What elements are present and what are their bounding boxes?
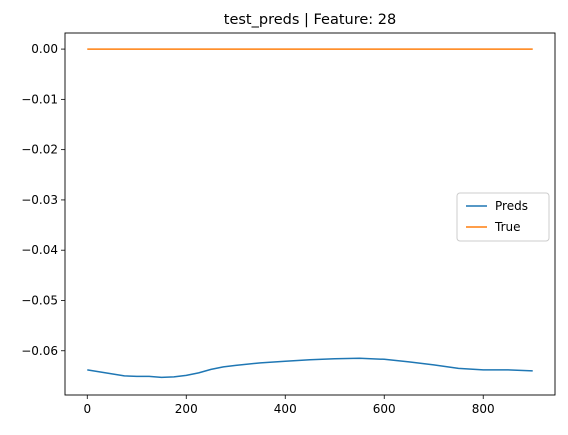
x-tick-label: 400	[274, 402, 297, 416]
y-axis-ticks: 0.00 −0.01 −0.02 −0.03 −0.04 −0.05 −0.06	[21, 42, 65, 358]
x-tick-label: 200	[175, 402, 198, 416]
y-tick-label: −0.06	[21, 344, 58, 358]
y-tick-label: −0.05	[21, 293, 58, 307]
plot-area: 0 200 400 600 800 0.00 −0.01 −0.02 −0.03 −0.04 −0…	[21, 32, 556, 416]
x-tick-label: 600	[373, 402, 396, 416]
legend-label-preds: Preds	[495, 199, 528, 213]
y-tick-label: 0.00	[31, 42, 58, 56]
legend-box	[456, 192, 550, 242]
legend: Preds True	[456, 192, 550, 242]
x-tick-label: 0	[83, 402, 91, 416]
y-tick-label: −0.01	[21, 92, 58, 106]
y-tick-label: −0.02	[21, 143, 58, 157]
legend-label-true: True	[494, 220, 521, 234]
series-line-preds	[87, 357, 533, 379]
x-axis-ticks: 0 200 400 600 800	[83, 395, 495, 416]
x-tick-label: 800	[472, 402, 495, 416]
y-tick-label: −0.04	[21, 243, 58, 257]
y-tick-label: −0.03	[21, 193, 58, 207]
axes-frame	[64, 32, 556, 396]
chart-title: test_preds | Feature: 28	[224, 12, 396, 28]
series-layer	[87, 48, 533, 379]
